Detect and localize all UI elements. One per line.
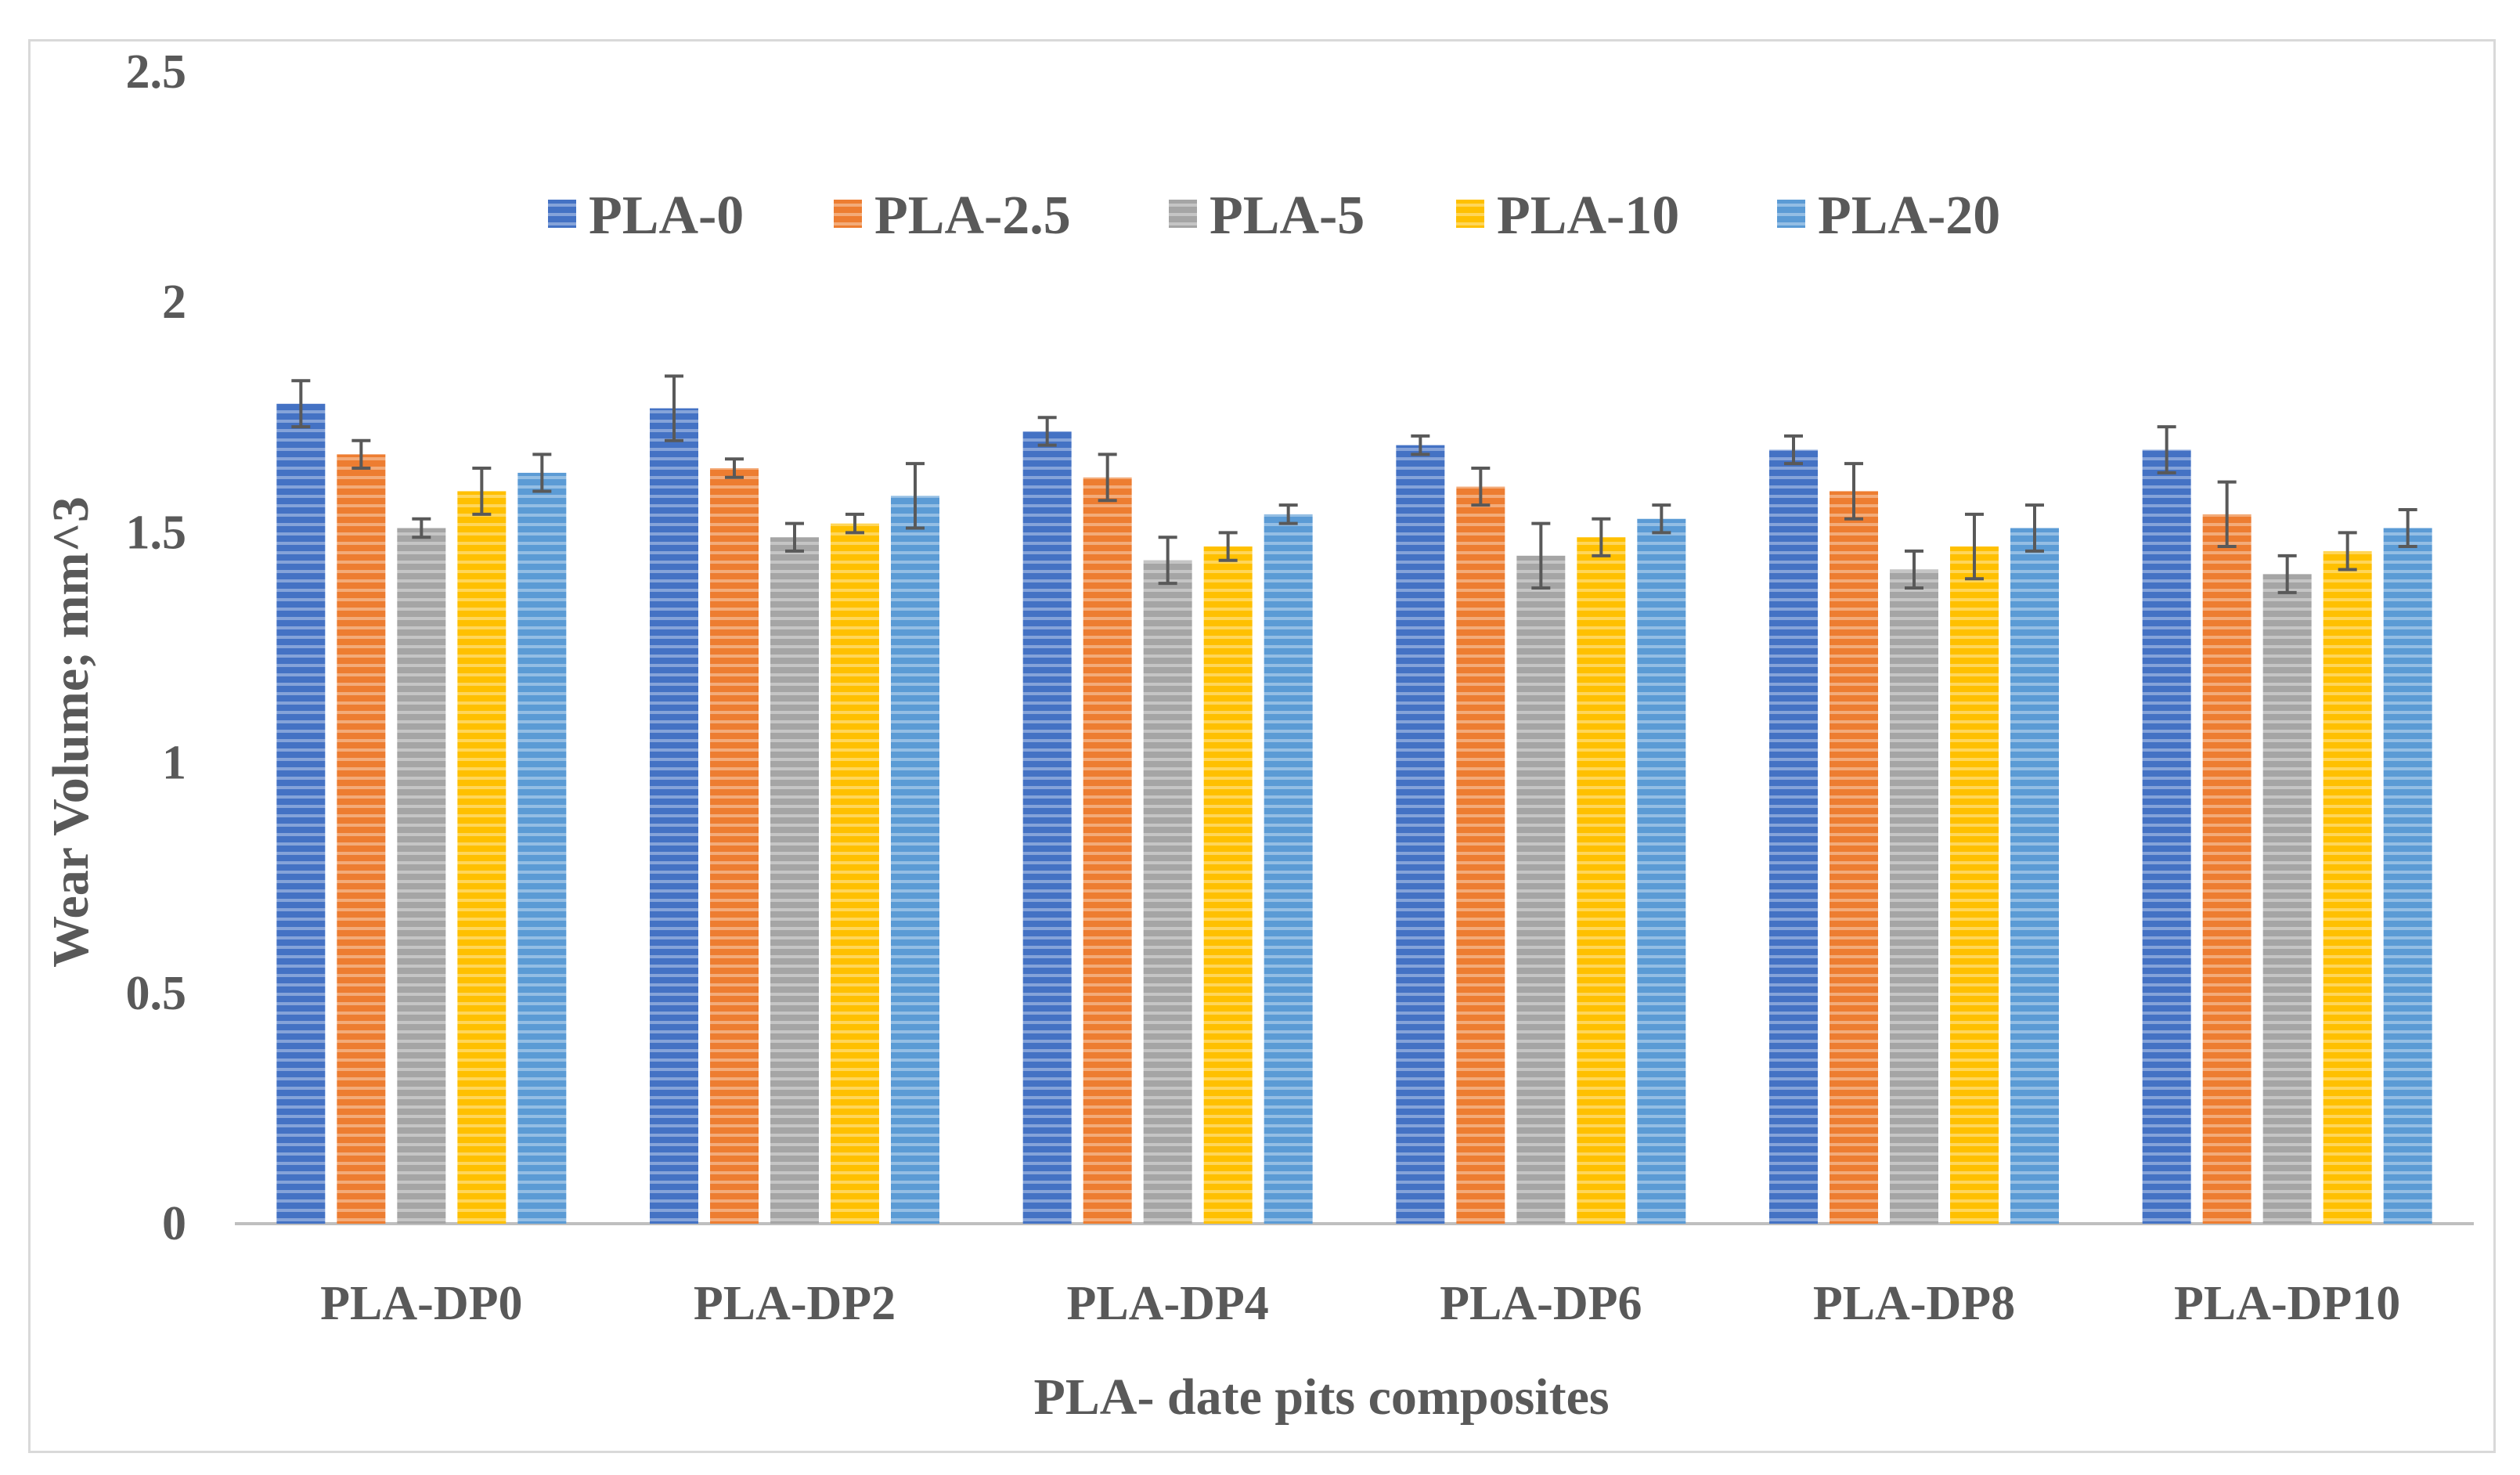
error-bar-PLA-0-PLA-DP6 (1411, 434, 1430, 456)
bar-PLA-5-PLA-DP2[interactable] (770, 537, 819, 1224)
bar-PLA-2.5-PLA-DP4[interactable] (1083, 477, 1132, 1224)
legend-label: PLA-5 (1210, 186, 1365, 246)
y-axis-ticks: 0 0.5 1 1.5 2 2.5 (126, 45, 187, 1250)
bar-PLA-10-PLA-DP8[interactable] (1950, 546, 1999, 1224)
error-bar-PLA-20-PLA-DP8 (2025, 503, 2044, 553)
error-bar-PLA-2.5-PLA-DP6 (1471, 467, 1491, 507)
y-tick-label: 2.5 (126, 45, 187, 99)
y-tick-label: 1 (162, 737, 186, 790)
legend-label: PLA-2.5 (874, 186, 1071, 246)
bar-PLA-0-PLA-DP0[interactable] (276, 403, 326, 1224)
error-bar-PLA-20-PLA-DP6 (1652, 503, 1671, 535)
error-bar-PLA-10-PLA-DP2 (845, 512, 864, 535)
bar-PLA-0-PLA-DP10[interactable] (2142, 449, 2191, 1224)
error-bar-PLA-20-PLA-DP10 (2398, 507, 2417, 549)
error-bar-PLA-5-PLA-DP2 (785, 521, 804, 553)
error-bar-PLA-0-PLA-DP4 (1037, 416, 1057, 447)
legend-item-PLA-2.5[interactable]: PLA-2.5 (834, 186, 1071, 246)
x-category-label: PLA-DP0 (320, 1277, 522, 1330)
x-axis-category-labels: PLA-DP0 PLA-DP2 PLA-DP4 PLA-DP6 PLA-DP8 PLA-D… (320, 1277, 2400, 1330)
x-category-label: PLA-DP10 (2174, 1277, 2400, 1330)
x-category-label: PLA-DP2 (694, 1277, 896, 1330)
y-tick-label: 0 (162, 1197, 186, 1250)
bar-PLA-2.5-PLA-DP2[interactable] (710, 468, 759, 1224)
legend-item-PLA-10[interactable]: PLA-10 (1456, 186, 1679, 246)
bar-PLA-20-PLA-DP4[interactable] (1264, 514, 1313, 1224)
legend-swatch (548, 200, 576, 228)
legend-swatch (1169, 200, 1197, 228)
x-category-label: PLA-DP8 (1813, 1277, 2015, 1330)
bar-PLA-10-PLA-DP4[interactable] (1203, 546, 1253, 1224)
y-tick-label: 0.5 (126, 967, 187, 1020)
legend[interactable]: PLA-0 PLA-2.5 PLA-5 PLA-10 PLA-20 (548, 186, 2000, 246)
bar-PLA-20-PLA-DP6[interactable] (1637, 518, 1686, 1224)
bar-PLA-20-PLA-DP0[interactable] (517, 472, 567, 1224)
error-bar-PLA-0-PLA-DP2 (665, 374, 683, 442)
x-category-label: PLA-DP6 (1440, 1277, 1642, 1330)
legend-item-PLA-20[interactable]: PLA-20 (1777, 186, 2000, 246)
bar-PLA-5-PLA-DP0[interactable] (397, 528, 446, 1224)
legend-label: PLA-10 (1497, 186, 1679, 246)
bar-series (276, 403, 2432, 1224)
error-bar-PLA-0-PLA-DP10 (2157, 425, 2176, 474)
error-bar-PLA-0-PLA-DP0 (291, 379, 311, 429)
bar-PLA-2.5-PLA-DP0[interactable] (337, 454, 386, 1224)
error-bar-PLA-5-PLA-DP4 (1158, 536, 1177, 586)
bar-PLA-5-PLA-DP4[interactable] (1143, 560, 1192, 1224)
error-bar-PLA-10-PLA-DP8 (1965, 512, 1984, 581)
y-axis-title: Wear Volume; mm^3 (42, 496, 99, 968)
legend-swatch (1456, 200, 1484, 228)
error-bar-PLA-2.5-PLA-DP10 (2217, 480, 2237, 549)
x-category-label: PLA-DP4 (1067, 1277, 1269, 1330)
bar-PLA-10-PLA-DP0[interactable] (457, 491, 507, 1224)
legend-item-PLA-5[interactable]: PLA-5 (1169, 186, 1365, 246)
error-bar-PLA-5-PLA-DP10 (2277, 554, 2297, 594)
legend-label: PLA-20 (1818, 186, 2000, 246)
error-bar-PLA-20-PLA-DP0 (532, 453, 552, 493)
bar-PLA-10-PLA-DP6[interactable] (1577, 537, 1626, 1224)
error-bar-PLA-2.5-PLA-DP4 (1098, 453, 1117, 503)
error-bars (291, 374, 2417, 594)
error-bar-PLA-20-PLA-DP2 (906, 462, 925, 530)
error-bar-PLA-2.5-PLA-DP0 (352, 438, 371, 471)
bar-PLA-2.5-PLA-DP10[interactable] (2202, 514, 2251, 1224)
error-bar-PLA-0-PLA-DP8 (1784, 434, 1803, 466)
bar-PLA-0-PLA-DP4[interactable] (1022, 431, 1072, 1224)
error-bar-PLA-10-PLA-DP4 (1218, 531, 1238, 562)
bar-PLA-2.5-PLA-DP6[interactable] (1456, 486, 1505, 1224)
error-bar-PLA-5-PLA-DP6 (1531, 521, 1551, 590)
legend-label: PLA-0 (589, 186, 744, 246)
bar-PLA-20-PLA-DP8[interactable] (2010, 528, 2059, 1224)
y-tick-label: 2 (162, 276, 186, 329)
error-bar-PLA-2.5-PLA-DP2 (725, 457, 744, 479)
error-bar-PLA-5-PLA-DP0 (412, 517, 431, 539)
bar-PLA-5-PLA-DP6[interactable] (1516, 555, 1566, 1224)
bar-PLA-10-PLA-DP10[interactable] (2323, 550, 2372, 1224)
error-bar-PLA-10-PLA-DP6 (1592, 517, 1611, 557)
bar-PLA-0-PLA-DP6[interactable] (1396, 445, 1445, 1224)
bar-PLA-5-PLA-DP8[interactable] (1890, 569, 1938, 1224)
bar-PLA-0-PLA-DP8[interactable] (1769, 449, 1818, 1224)
error-bar-PLA-5-PLA-DP8 (1905, 549, 1923, 590)
bar-PLA-5-PLA-DP10[interactable] (2262, 574, 2312, 1224)
bar-PLA-20-PLA-DP2[interactable] (891, 496, 939, 1224)
bar-PLA-2.5-PLA-DP8[interactable] (1830, 491, 1878, 1224)
x-axis-title: PLA- date pits composites (1033, 1369, 1609, 1426)
error-bar-PLA-10-PLA-DP0 (472, 467, 492, 516)
error-bar-PLA-10-PLA-DP10 (2338, 531, 2357, 572)
y-tick-label: 1.5 (126, 506, 187, 559)
error-bar-PLA-20-PLA-DP4 (1278, 503, 1298, 525)
bar-PLA-10-PLA-DP2[interactable] (831, 523, 879, 1224)
legend-item-PLA-0[interactable]: PLA-0 (548, 186, 744, 246)
bar-PLA-20-PLA-DP10[interactable] (2383, 528, 2432, 1224)
legend-swatch (1777, 200, 1805, 228)
legend-swatch (834, 200, 862, 228)
error-bar-PLA-2.5-PLA-DP8 (1844, 462, 1863, 521)
bar-PLA-0-PLA-DP2[interactable] (650, 408, 698, 1224)
